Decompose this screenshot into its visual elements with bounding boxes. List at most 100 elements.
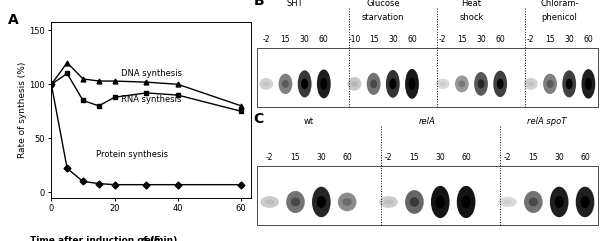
Ellipse shape [410, 197, 419, 207]
Text: 30: 30 [476, 35, 486, 44]
Ellipse shape [496, 79, 504, 89]
Ellipse shape [386, 70, 400, 98]
Ellipse shape [405, 190, 424, 214]
Ellipse shape [338, 193, 356, 211]
Ellipse shape [576, 187, 594, 217]
Text: C: C [253, 112, 263, 126]
Text: 30: 30 [554, 153, 564, 162]
Ellipse shape [408, 78, 416, 90]
Text: 30: 30 [388, 35, 397, 44]
Text: 60: 60 [580, 153, 590, 162]
Text: wt: wt [303, 117, 313, 126]
Text: Chloram-: Chloram- [541, 0, 579, 7]
Y-axis label: Rate of synthesis (%): Rate of synthesis (%) [18, 61, 27, 158]
Text: B: B [253, 0, 264, 7]
Ellipse shape [580, 196, 590, 208]
Ellipse shape [585, 78, 592, 90]
Ellipse shape [301, 78, 308, 89]
Ellipse shape [263, 81, 270, 86]
Text: shock: shock [459, 13, 484, 22]
Ellipse shape [474, 72, 488, 96]
Ellipse shape [367, 73, 381, 95]
Ellipse shape [291, 198, 300, 206]
Text: -2: -2 [439, 35, 446, 44]
Text: RNA synthesis: RNA synthesis [121, 94, 181, 104]
Text: Protein synthesis: Protein synthesis [95, 150, 168, 159]
Ellipse shape [320, 78, 327, 90]
Ellipse shape [455, 75, 469, 92]
Ellipse shape [370, 80, 377, 88]
Ellipse shape [390, 78, 396, 89]
Ellipse shape [384, 200, 393, 204]
Ellipse shape [379, 196, 398, 208]
Text: 60: 60 [319, 35, 329, 44]
Ellipse shape [278, 74, 292, 94]
Text: 15: 15 [410, 153, 419, 162]
Text: A: A [7, 13, 18, 27]
Ellipse shape [547, 80, 553, 88]
Ellipse shape [351, 81, 358, 87]
Ellipse shape [439, 82, 446, 86]
Ellipse shape [265, 200, 274, 204]
Text: 30: 30 [435, 153, 445, 162]
Text: 30: 30 [300, 35, 309, 44]
Text: -2: -2 [504, 153, 511, 162]
Text: 30: 30 [564, 35, 574, 44]
Text: 15: 15 [545, 35, 555, 44]
Text: 60: 60 [461, 153, 471, 162]
Ellipse shape [524, 191, 542, 213]
Ellipse shape [527, 81, 535, 86]
Ellipse shape [298, 70, 312, 97]
Ellipse shape [524, 78, 538, 90]
Text: 15: 15 [369, 35, 379, 44]
Bar [257, 166, 598, 225]
Text: -2: -2 [385, 153, 393, 162]
Ellipse shape [528, 198, 538, 206]
Ellipse shape [582, 69, 596, 99]
Ellipse shape [431, 186, 449, 218]
Text: -2: -2 [527, 35, 535, 44]
Ellipse shape [316, 196, 326, 208]
Ellipse shape [282, 80, 289, 88]
Text: relA: relA [419, 117, 435, 126]
Ellipse shape [458, 80, 465, 87]
Text: -2: -2 [263, 35, 270, 44]
Text: 60: 60 [407, 35, 417, 44]
Ellipse shape [461, 195, 471, 208]
Ellipse shape [347, 77, 361, 91]
Text: 15: 15 [528, 153, 538, 162]
Ellipse shape [498, 197, 517, 207]
Ellipse shape [259, 78, 273, 90]
Ellipse shape [543, 74, 557, 94]
Text: (min): (min) [125, 236, 177, 241]
Text: SHT: SHT [287, 0, 303, 7]
Text: starvation: starvation [362, 13, 405, 22]
Ellipse shape [478, 79, 484, 89]
Ellipse shape [286, 191, 305, 213]
Ellipse shape [312, 187, 330, 217]
Ellipse shape [405, 69, 419, 99]
Bar [257, 48, 598, 107]
Text: relE: relE [141, 236, 161, 241]
Text: 30: 30 [316, 153, 326, 162]
Ellipse shape [317, 69, 331, 98]
Text: phenicol: phenicol [542, 13, 577, 22]
Text: 15: 15 [457, 35, 467, 44]
Text: 60: 60 [583, 35, 593, 44]
Ellipse shape [457, 186, 475, 218]
Ellipse shape [342, 198, 352, 206]
Text: 60: 60 [342, 153, 352, 162]
Ellipse shape [562, 70, 576, 97]
Ellipse shape [435, 79, 449, 89]
Text: Glucose: Glucose [367, 0, 400, 7]
Text: -2: -2 [266, 153, 274, 162]
Ellipse shape [550, 187, 568, 217]
Text: -10: -10 [349, 35, 361, 44]
Ellipse shape [566, 78, 573, 89]
Ellipse shape [493, 71, 507, 97]
Text: DNA synthesis: DNA synthesis [121, 69, 182, 78]
Text: 15: 15 [281, 35, 291, 44]
Text: Time after induction of: Time after induction of [30, 236, 151, 241]
Ellipse shape [260, 196, 279, 208]
Text: Heat: Heat [461, 0, 481, 7]
